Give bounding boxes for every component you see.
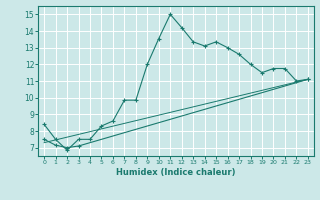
X-axis label: Humidex (Indice chaleur): Humidex (Indice chaleur) (116, 168, 236, 177)
